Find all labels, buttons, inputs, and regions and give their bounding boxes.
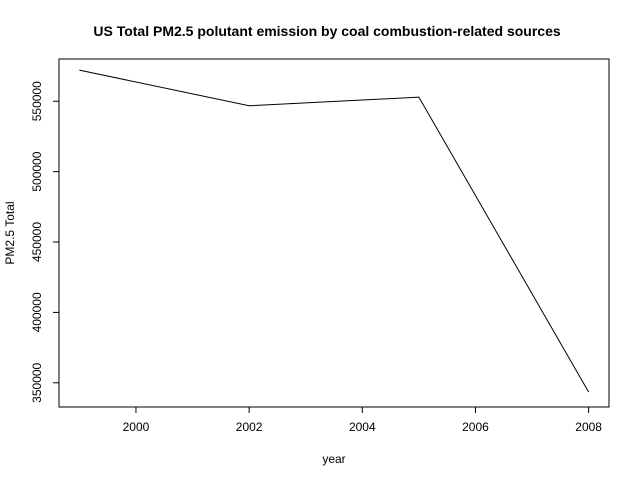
y-axis: 350000 400000 450000 500000 550000 (30, 81, 59, 403)
y-tick-label: 400000 (30, 292, 44, 332)
x-tick-label: 2000 (123, 420, 150, 434)
series-line (79, 69, 590, 393)
y-axis-label: PM2.5 Total (3, 201, 17, 264)
x-axis-label: year (322, 452, 345, 466)
y-tick-label: 450000 (30, 222, 44, 262)
x-tick-label: 2008 (575, 420, 602, 434)
x-tick-label: 2006 (462, 420, 489, 434)
plot-area-frame (58, 58, 610, 408)
series-layer (79, 69, 590, 393)
x-axis: 2000 2002 2004 2006 2008 (123, 407, 602, 434)
y-tick-label: 350000 (30, 362, 44, 402)
y-tick-label: 500000 (30, 151, 44, 191)
x-tick-label: 2002 (236, 420, 263, 434)
chart-title: US Total PM2.5 polutant emission by coal… (93, 23, 560, 39)
x-tick-label: 2004 (349, 420, 376, 434)
y-tick-label: 550000 (30, 81, 44, 121)
